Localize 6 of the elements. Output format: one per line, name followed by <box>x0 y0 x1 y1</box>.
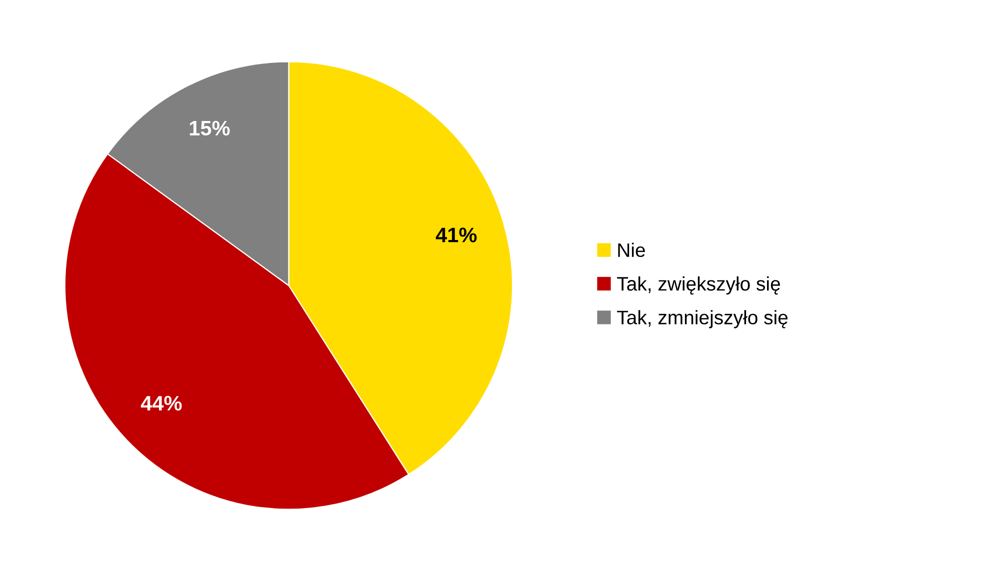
legend-label: Tak, zwiększyło się <box>617 276 780 295</box>
legend-label: Tak, zmniejszyło się <box>617 310 788 328</box>
data-label: 44% <box>140 396 182 411</box>
legend-label: Nie <box>618 242 645 258</box>
data-label: 41% <box>436 228 477 242</box>
data-label: 15% <box>190 120 230 136</box>
